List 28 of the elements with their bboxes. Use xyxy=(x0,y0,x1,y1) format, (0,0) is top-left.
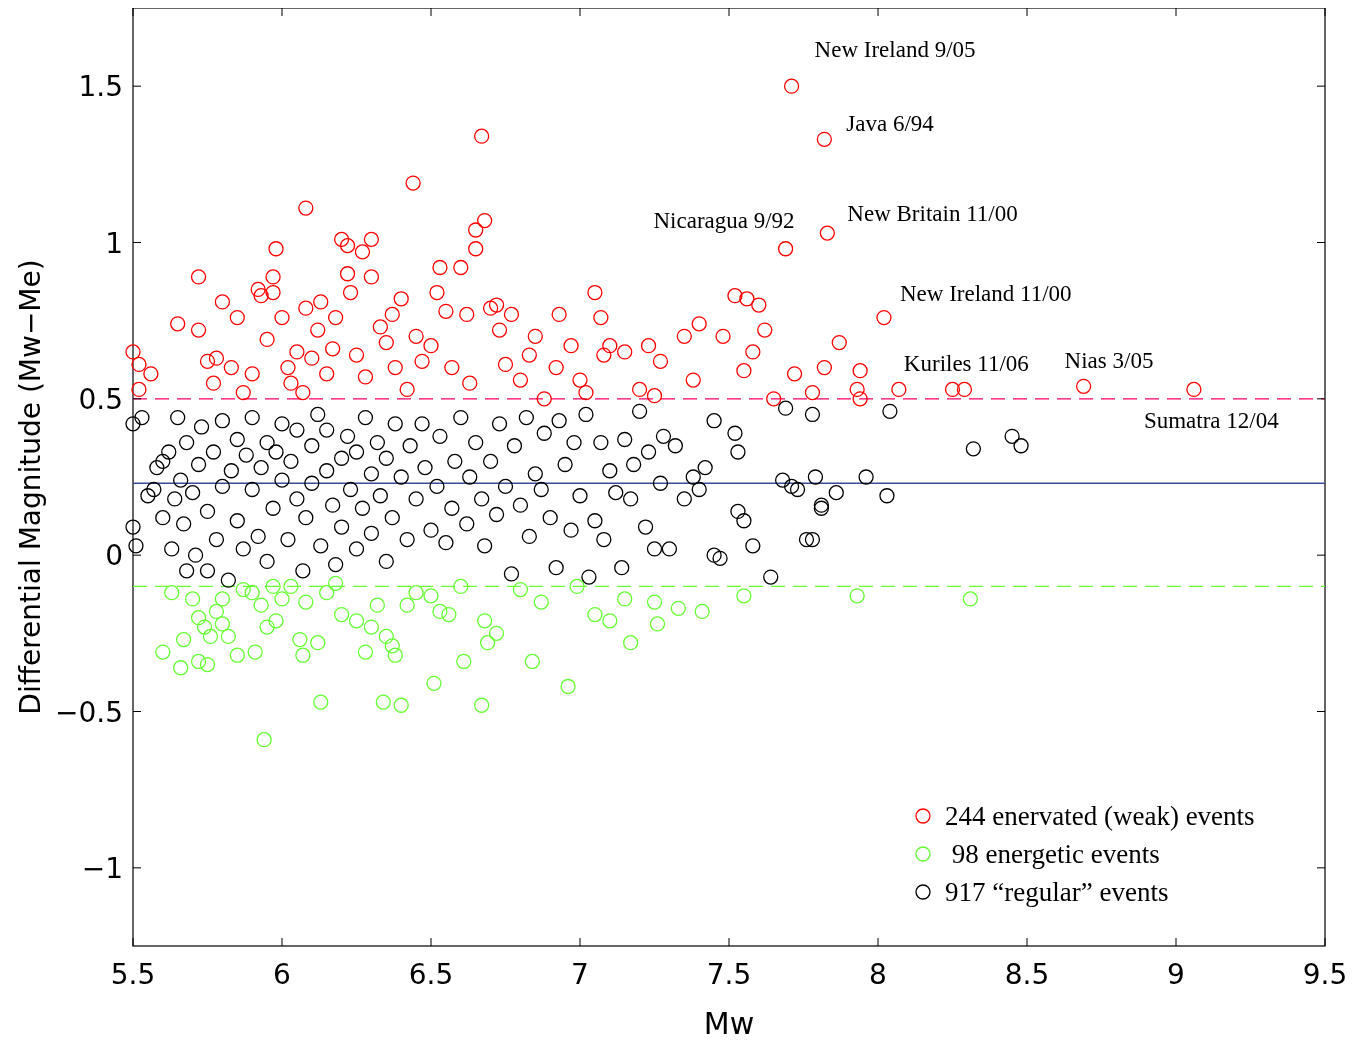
x-tick-label: 5.5 xyxy=(110,958,156,991)
annotation: New Britain 11/00 xyxy=(847,201,1018,227)
legend-label: 917 “regular” events xyxy=(945,877,1169,907)
annotation: Kuriles 11/06 xyxy=(903,351,1029,377)
y-tick-label: 0 xyxy=(105,539,123,573)
x-tick-label: 7.5 xyxy=(706,958,752,991)
y-tick-label: 1.5 xyxy=(78,70,123,104)
y-tick-label: −0.5 xyxy=(55,695,123,729)
annotation: Nicaragua 9/92 xyxy=(653,207,795,233)
legend-label: 98 energetic events xyxy=(945,839,1160,869)
x-tick-label: 8.5 xyxy=(1004,958,1050,991)
annotation: New Ireland 9/05 xyxy=(814,37,976,63)
x-tick-label: 8 xyxy=(869,958,887,991)
x-axis-title: Mw xyxy=(703,1006,755,1041)
x-tick-label: 9 xyxy=(1167,958,1185,991)
x-tick-label: 9.5 xyxy=(1302,958,1348,991)
y-tick-label: 1 xyxy=(105,226,123,260)
x-tick-label: 7 xyxy=(571,958,589,991)
y-tick-label: 0.5 xyxy=(78,382,123,416)
x-tick-label: 6.5 xyxy=(408,958,454,991)
x-tick-label: 6 xyxy=(273,958,291,991)
annotation: Nias 3/05 xyxy=(1064,348,1154,374)
annotation: Java 6/94 xyxy=(846,111,935,137)
y-axis-title: Differential Magnitude (Mw−Me) xyxy=(14,259,47,715)
annotation: New Ireland 11/00 xyxy=(899,280,1072,306)
y-tick-label: −1 xyxy=(81,851,123,885)
legend-label: 244 enervated (weak) events xyxy=(945,801,1255,831)
annotation: Sumatra 12/04 xyxy=(1143,408,1280,434)
